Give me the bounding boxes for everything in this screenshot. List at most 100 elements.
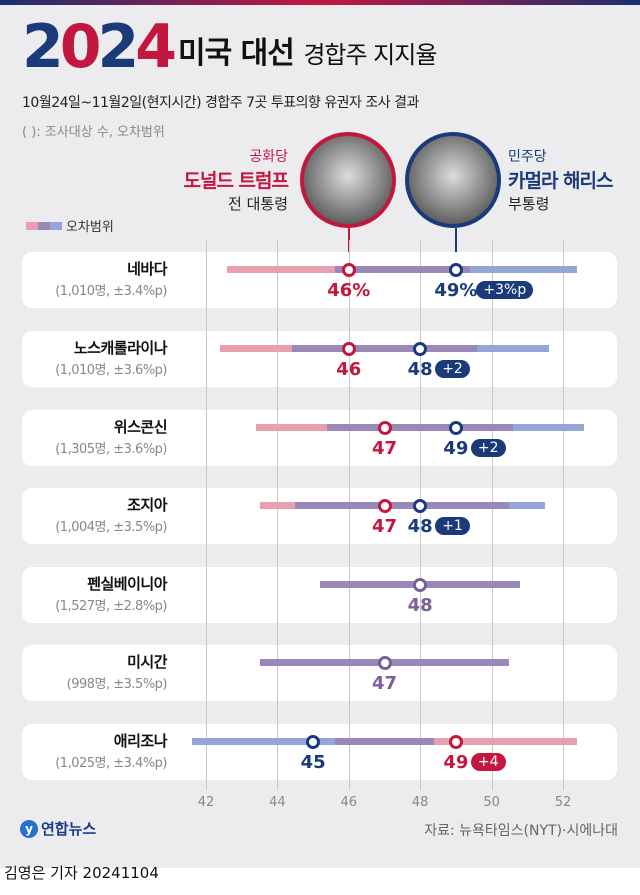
- state-row: 애리조나 (1,025명, ±3.4%p): [22, 724, 617, 780]
- state-row: 위스콘신 (1,305명, ±3.6%p): [22, 410, 617, 466]
- state-name: 미시간: [127, 653, 167, 671]
- trump-value: 47: [371, 438, 398, 459]
- harris-leader-line: [455, 228, 457, 260]
- legend-label: 오차범위: [66, 220, 114, 235]
- tie-value: 48: [407, 595, 433, 616]
- credit: 김영은 기자 20241104: [4, 864, 159, 882]
- state-meta: (1,004명, ±3.5%p): [55, 520, 167, 535]
- state-row: 펜실베이니아 (1,527명, ±2.8%p): [22, 567, 617, 623]
- harris-role: 부통령: [508, 195, 550, 213]
- lead-badge: +3%p: [476, 281, 534, 299]
- state-name: 애리조나: [113, 732, 168, 750]
- error-range-right: [470, 266, 578, 273]
- harris-value: 49: [443, 438, 469, 459]
- state-row: 네바다 (1,010명, ±3.4%p): [22, 252, 617, 308]
- state-meta: (1,010명, ±3.6%p): [55, 363, 167, 378]
- x-tick-label: 52: [554, 795, 572, 810]
- top-bar: [0, 0, 640, 5]
- trump-role: 전 대통령: [228, 195, 288, 213]
- harris-value: 48: [407, 359, 433, 380]
- x-tick-label: 50: [483, 795, 500, 810]
- state-meta: (1,025명, ±3.4%p): [55, 756, 167, 771]
- trump-value: 46: [336, 359, 362, 380]
- agency-logo: y 연합뉴스: [20, 818, 96, 839]
- x-tick-label: 46: [340, 795, 358, 810]
- trump-name: 도널드 트럼프: [183, 170, 289, 192]
- harris-photo: [405, 132, 501, 228]
- agency-icon: y: [20, 819, 38, 838]
- harris-dot: [306, 734, 321, 749]
- gridline: [348, 240, 350, 790]
- trump-dot: [448, 734, 463, 749]
- error-range-left: [259, 502, 296, 509]
- year-logo: 2024: [22, 12, 177, 82]
- subtitle: 10월24일~11월2일(현지시간) 경합주 7곳 투표의향 유권자 조사 결과: [22, 95, 419, 111]
- trump-value: 49: [443, 752, 469, 773]
- x-tick-label: 48: [411, 795, 429, 810]
- gridline: [563, 240, 564, 790]
- error-range-right: [513, 424, 585, 431]
- tie-dot: [377, 655, 392, 670]
- error-range-overlap: [327, 424, 513, 431]
- page-title: 미국 대선 경합주 지지율: [178, 36, 437, 71]
- state-meta: (1,010명, ±3.4%p): [55, 284, 167, 299]
- harris-label: 민주당 카멀라 해리스 부통령: [508, 146, 613, 214]
- error-range-right: [434, 738, 578, 745]
- legend-swatch: [26, 221, 62, 230]
- lead-badge: +1: [435, 517, 470, 535]
- trump-party: 공화당: [249, 149, 288, 165]
- harris-dot: [413, 341, 428, 356]
- trump-photo: [300, 132, 396, 228]
- state-row: 미시간 (998명, ±3.5%p): [22, 645, 617, 701]
- harris-dot: [448, 420, 463, 435]
- harris-value: 45: [300, 752, 326, 773]
- gridline: [491, 240, 493, 790]
- tie-value: 47: [371, 673, 398, 694]
- state-row: 노스캐롤라이나 (1,010명, ±3.6%p): [22, 331, 617, 387]
- error-range-overlap: [291, 345, 478, 352]
- state-row: 조지아 (1,004명, ±3.5%p): [22, 488, 617, 544]
- lead-badge: +2: [435, 360, 470, 378]
- state-name: 펜실베이니아: [87, 575, 167, 593]
- error-range-left: [191, 738, 335, 745]
- tie-dot: [413, 577, 428, 592]
- trump-dot: [341, 262, 356, 277]
- trump-value: 46%: [327, 280, 371, 301]
- trump-value: 47: [371, 516, 398, 537]
- lead-badge: +2: [470, 439, 506, 457]
- harris-dot: [413, 498, 428, 513]
- state-meta: (1,305명, ±3.6%p): [55, 442, 167, 457]
- harris-name: 카멀라 해리스: [508, 170, 613, 192]
- state-meta: (998명, ±3.5%p): [66, 677, 168, 692]
- state-name: 노스캐롤라이나: [73, 339, 168, 357]
- state-meta: (1,527명, ±2.8%p): [55, 599, 167, 614]
- trump-label: 공화당 도널드 트럼프 전 대통령: [184, 146, 289, 214]
- legend: 오차범위: [26, 216, 114, 235]
- error-range-left: [227, 266, 335, 273]
- trump-dot: [377, 420, 392, 435]
- error-range-left: [220, 345, 292, 352]
- trump-dot: [341, 341, 356, 356]
- error-range-right: [509, 502, 546, 509]
- gridline: [277, 240, 279, 790]
- x-tick-label: 42: [197, 795, 215, 810]
- lead-badge: +4: [470, 753, 506, 771]
- harris-value: 48: [407, 516, 433, 537]
- state-name: 네바다: [127, 260, 167, 278]
- x-tick-label: 44: [269, 795, 286, 810]
- error-range-overlap: [295, 502, 510, 509]
- error-range-right: [477, 345, 549, 352]
- harris-party: 민주당: [508, 149, 547, 165]
- harris-dot: [448, 262, 463, 277]
- error-range-overlap: [334, 266, 471, 273]
- source: 자료: 뉴욕타임스(NYT)·시에나대: [424, 823, 618, 839]
- state-name: 위스콘신: [113, 418, 168, 436]
- harris-value: 49%: [434, 280, 478, 301]
- error-range-overlap: [334, 738, 435, 745]
- note: ( ): 조사대상 수, 오차범위: [22, 125, 165, 140]
- trump-dot: [377, 498, 392, 513]
- gridline: [420, 240, 422, 790]
- error-range-left: [255, 424, 328, 431]
- gridline: [206, 240, 207, 790]
- state-name: 조지아: [127, 496, 167, 514]
